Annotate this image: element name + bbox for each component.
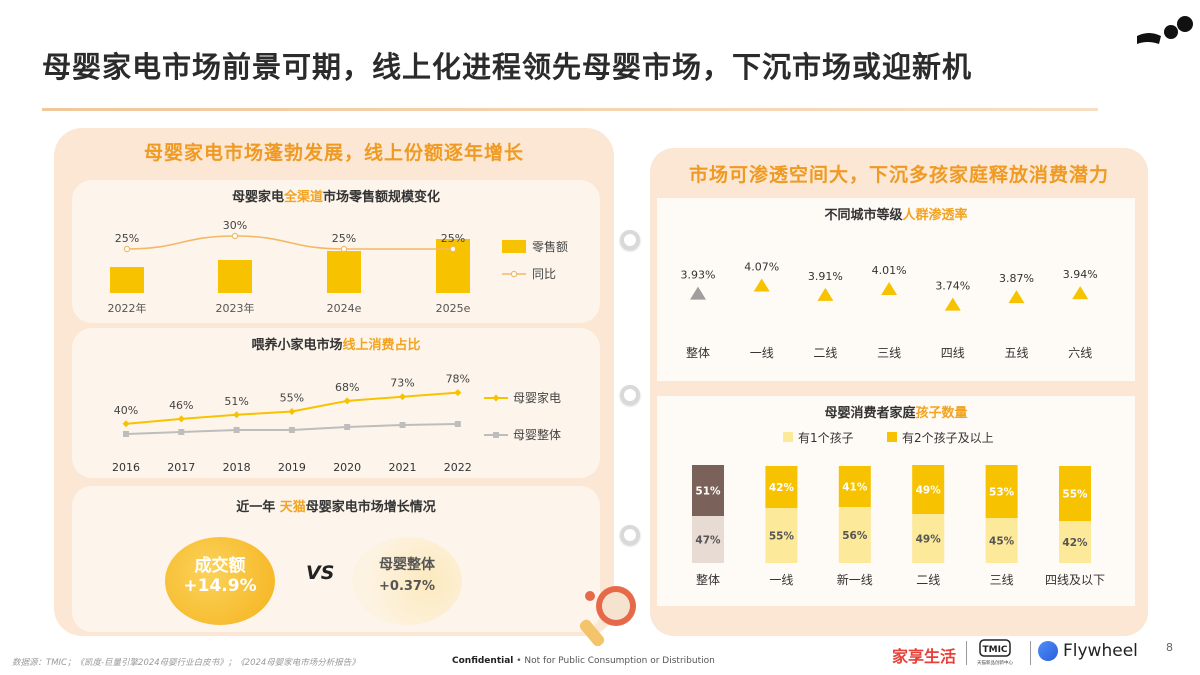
retail-chart-title: 母婴家电全渠道市场零售额规模变化 bbox=[231, 190, 441, 205]
overall-growth-circle bbox=[352, 537, 462, 625]
svg-text:TMIC: TMIC bbox=[982, 645, 1007, 655]
brand-logo-icon bbox=[1137, 16, 1193, 44]
page-number: 8 bbox=[1166, 641, 1173, 654]
confidential-notice: Confidential • Not for Public Consumptio… bbox=[452, 656, 715, 666]
penetration-chart-title: 不同城市等级人群渗透率 bbox=[824, 208, 968, 223]
binder-ring-icon bbox=[620, 230, 640, 250]
rattle-icon bbox=[579, 586, 636, 646]
binder-ring-icon bbox=[620, 525, 640, 545]
gmv-label: 成交额 bbox=[194, 556, 246, 576]
footer-divider bbox=[966, 641, 967, 665]
gmv-value: +14.9% bbox=[183, 576, 257, 596]
brand-flywheel-logo: Flywheel bbox=[1038, 641, 1138, 661]
penetration-card: 不同城市等级人群渗透率 bbox=[657, 198, 1135, 381]
online-share-chart-title: 喂养小家电市场线上消费占比 bbox=[251, 338, 421, 353]
children-chart-title: 母婴消费者家庭孩子数量 bbox=[824, 406, 968, 421]
svg-text:天猫新品创新中心: 天猫新品创新中心 bbox=[977, 659, 1013, 666]
brand-tmic-logo: TMIC 天猫新品创新中心 bbox=[977, 639, 1013, 666]
left-panel-header: 母婴家电市场蓬勃发展，线上份额逐年增长 bbox=[143, 142, 524, 164]
flywheel-icon bbox=[1038, 641, 1058, 661]
brand-jiaxiang-logo: 家享生活 bbox=[892, 647, 957, 666]
vs-label: VS bbox=[306, 562, 335, 584]
page-title: 母婴家电市场前景可期，线上化进程领先母婴市场，下沉市场或迎新机 bbox=[42, 50, 973, 84]
right-panel-header: 市场可渗透空间大，下沉多孩家庭释放消费潜力 bbox=[688, 164, 1109, 186]
overall-value: +0.37% bbox=[379, 579, 435, 594]
binder-ring-icon bbox=[620, 385, 640, 405]
title-divider bbox=[42, 108, 1098, 111]
overall-label: 母婴整体 bbox=[379, 557, 435, 573]
retail-card: 母婴家电全渠道市场零售额规模变化 bbox=[72, 180, 600, 323]
data-source: 数据源：TMIC；《凯度-巨量引擎2024母婴行业白皮书》；《2024母婴家电市… bbox=[12, 658, 360, 668]
children-card: 母婴消费者家庭孩子数量 bbox=[657, 396, 1135, 606]
footer-divider bbox=[1030, 641, 1031, 665]
online-share-card: 喂养小家电市场线上消费占比 bbox=[72, 328, 600, 478]
tmall-growth-title: 近一年 天猫母婴家电市场增长情况 bbox=[236, 500, 436, 515]
gmv-growth-circle bbox=[165, 537, 275, 625]
tmall-growth-card: 近一年 天猫母婴家电市场增长情况 bbox=[72, 486, 600, 632]
